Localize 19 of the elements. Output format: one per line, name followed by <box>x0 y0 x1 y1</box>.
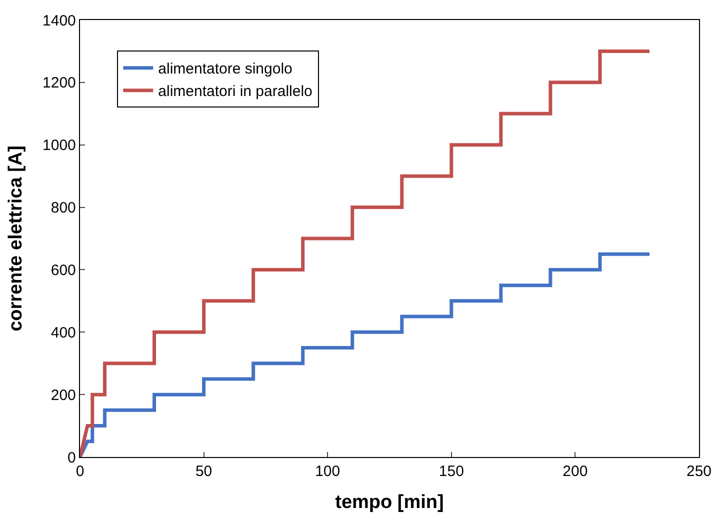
y-axis-title: corrente elettrica [A] <box>5 146 26 332</box>
x-tick-label: 50 <box>195 463 212 480</box>
x-axis-title: tempo [min] <box>335 492 444 513</box>
y-tick-label: 1200 <box>42 74 76 92</box>
y-tick-label: 600 <box>50 262 76 279</box>
y-tick-label: 800 <box>50 200 76 217</box>
y-tick-label: 0 <box>68 449 76 466</box>
line-series <box>80 252 652 457</box>
legend-label: alimentatore singolo <box>158 60 292 78</box>
y-tick-label: 1000 <box>42 137 76 154</box>
line-series <box>80 49 652 457</box>
legend-label: alimentatori in parallelo <box>158 83 312 100</box>
x-tick-label: 250 <box>686 463 712 480</box>
x-tick-label: 150 <box>438 463 464 480</box>
x-tick-label: 200 <box>562 463 588 480</box>
y-tick-label: 400 <box>50 324 76 342</box>
y-tick-label: 200 <box>50 386 76 404</box>
x-tick-label: 100 <box>315 463 340 480</box>
y-tick-label: 1400 <box>42 12 76 30</box>
